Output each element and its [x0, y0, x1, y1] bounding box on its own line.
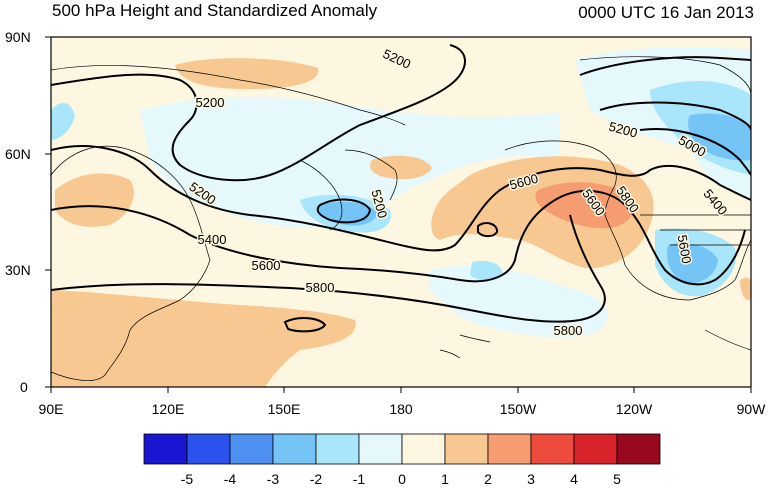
anomaly-negative-sw-us-core: [666, 243, 718, 284]
y-tick-label-90N: 90N: [5, 29, 31, 45]
colorbar: -5 -4 -3 -2 -1 0 1 2 3 4 5: [143, 433, 661, 487]
colorbar-label: -2: [310, 471, 323, 487]
x-tick-label-150W: 150W: [500, 401, 537, 417]
x-tick-label-90E: 90E: [39, 401, 64, 417]
contour-label-5600: 5600: [252, 258, 281, 273]
colorbar-label: 0: [398, 471, 406, 487]
contour-5800: [51, 214, 606, 323]
contour-5000: [639, 128, 751, 176]
colorbar-swatch: [487, 433, 532, 465]
colorbar-label: -4: [224, 471, 237, 487]
contour-5800-closed: [283, 317, 327, 333]
colorbar-label: -5: [181, 471, 194, 487]
colorbar-swatch: [143, 433, 188, 465]
coastlines: [51, 56, 751, 381]
contour-5600-midpacific: [477, 222, 499, 238]
colorbar-swatch: [272, 433, 317, 465]
colorbar-swatch: [616, 433, 661, 465]
anomaly-positive-eastus: [740, 277, 751, 301]
contour-5200-hudson: [599, 101, 751, 131]
colorbar-swatch: [186, 433, 231, 465]
colorbar-swatch: [573, 433, 618, 465]
y-tick-label-60N: 60N: [5, 146, 31, 162]
contour-label-5600: 5600: [508, 171, 540, 193]
valid-time: 0000 UTC 16 Jan 2013: [578, 3, 754, 22]
y-axis: 90N 60N 30N 0: [5, 29, 51, 395]
x-axis: 90E 120E 150E 180 150W 120W 90W: [39, 387, 767, 417]
contour-5200-north: [51, 44, 466, 182]
map-plot-area: [51, 37, 751, 387]
anomaly-positive-china: [55, 173, 134, 227]
anomaly-positive-southasia: [51, 290, 356, 387]
colorbar-label: -1: [353, 471, 366, 487]
contour-5200-kuril-low: [316, 198, 372, 224]
colorbar-label: 1: [441, 471, 449, 487]
contour-label-5400: 5400: [198, 232, 227, 247]
x-tick-label-150E: 150E: [268, 401, 301, 417]
contour-5200-canada: [579, 56, 751, 76]
colorbar-label: 3: [527, 471, 535, 487]
colorbar-label: 2: [484, 471, 492, 487]
x-tick-label-120W: 120W: [616, 401, 653, 417]
colorbar-swatch: [315, 433, 360, 465]
colorbar-swatch: [530, 433, 575, 465]
contour-5400: [51, 145, 751, 252]
colorbar-label: -3: [267, 471, 280, 487]
contour-label-5800: 5800: [306, 280, 335, 295]
y-tick-0: 0: [20, 379, 51, 395]
y-tick-30: 30N: [5, 262, 51, 278]
contour-label-5600: 5600: [675, 234, 695, 265]
anomaly-negative-westatlantic: [51, 103, 75, 140]
colorbar-swatch: [401, 433, 446, 465]
y-tick-label-30N: 30N: [5, 262, 31, 278]
anomaly-negative-pacific: [140, 97, 560, 229]
map-title: 500 hPa Height and Standardized Anomaly: [52, 1, 378, 20]
colorbar-label: 5: [613, 471, 621, 487]
height-contours: [51, 44, 751, 333]
anomaly-positive-siberia: [175, 58, 319, 90]
anomaly-positive-okhotsk: [370, 155, 432, 180]
anomaly-negative-midpacific: [470, 260, 503, 281]
y-tick-60: 60N: [5, 146, 51, 162]
contour-label-5200: 5200: [196, 95, 225, 110]
contour-5600: [51, 189, 746, 286]
colorbar-label: 4: [570, 471, 578, 487]
y-tick-90: 90N: [5, 29, 51, 45]
anomaly-negative-hudson-core: [688, 113, 751, 161]
colorbar-swatch: [229, 433, 274, 465]
y-tick-label-0: 0: [20, 379, 28, 395]
anomaly-positive-northpacific-core: [535, 182, 634, 229]
anomaly-negative-tropics: [430, 265, 608, 338]
x-tick-label-180: 180: [389, 401, 413, 417]
x-tick-label-120E: 120E: [152, 401, 185, 417]
contour-label-5800: 5800: [554, 323, 583, 338]
colorbar-swatch: [358, 433, 403, 465]
x-tick-label-90W: 90W: [737, 401, 767, 417]
colorbar-swatch: [444, 433, 489, 465]
